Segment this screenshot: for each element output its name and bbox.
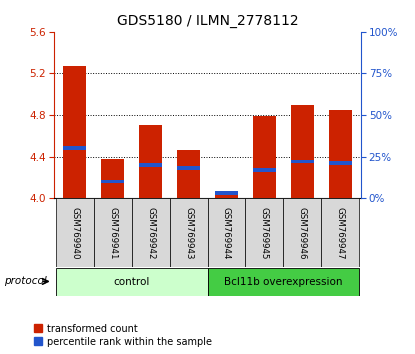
Bar xyxy=(208,268,359,296)
Bar xyxy=(170,198,208,267)
Bar xyxy=(177,150,200,198)
Bar xyxy=(253,168,276,172)
Bar xyxy=(329,161,352,165)
Text: protocol: protocol xyxy=(4,276,47,286)
Bar xyxy=(215,192,238,195)
Legend: transformed count, percentile rank within the sample: transformed count, percentile rank withi… xyxy=(30,320,216,350)
Text: GSM769944: GSM769944 xyxy=(222,206,231,259)
Bar xyxy=(56,268,208,296)
Bar xyxy=(94,198,132,267)
Text: control: control xyxy=(113,277,150,287)
Bar xyxy=(253,116,276,198)
Bar xyxy=(63,66,86,198)
Bar xyxy=(56,198,94,267)
Bar xyxy=(208,198,245,267)
Bar xyxy=(139,125,162,198)
Text: Bcl11b overexpression: Bcl11b overexpression xyxy=(224,277,342,287)
Text: GSM769946: GSM769946 xyxy=(298,206,307,259)
Bar xyxy=(132,198,170,267)
Bar xyxy=(101,159,124,198)
Text: GSM769943: GSM769943 xyxy=(184,206,193,259)
Bar xyxy=(139,163,162,167)
Bar xyxy=(321,198,359,267)
Bar xyxy=(215,195,238,198)
Bar xyxy=(63,147,86,150)
Text: GSM769940: GSM769940 xyxy=(70,206,79,259)
Bar xyxy=(329,110,352,198)
Text: GSM769941: GSM769941 xyxy=(108,206,117,259)
Bar xyxy=(245,198,283,267)
Bar xyxy=(291,105,314,198)
Bar xyxy=(291,160,314,164)
Text: GSM769945: GSM769945 xyxy=(260,206,269,259)
Text: GSM769942: GSM769942 xyxy=(146,206,155,259)
Bar xyxy=(101,180,124,183)
Bar xyxy=(283,198,321,267)
Bar xyxy=(177,166,200,170)
Text: GDS5180 / ILMN_2778112: GDS5180 / ILMN_2778112 xyxy=(117,14,298,28)
Text: GSM769947: GSM769947 xyxy=(336,206,345,259)
